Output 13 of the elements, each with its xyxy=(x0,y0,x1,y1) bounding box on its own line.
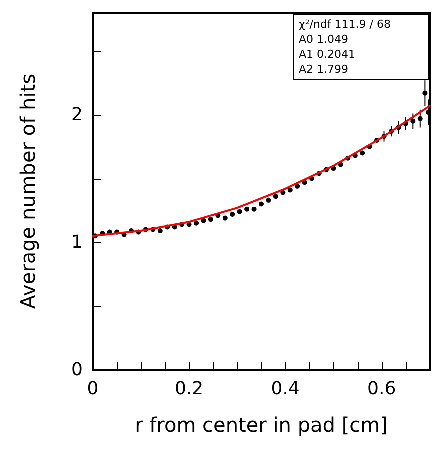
annotation: A0 1.049 xyxy=(298,32,350,47)
y-tick-label: 1 xyxy=(72,232,83,253)
annotation: A2 1.799 xyxy=(298,62,350,77)
annotation: χ²/ndf 111.9 / 68 xyxy=(298,17,392,32)
x-tick-label: 0.4 xyxy=(271,378,300,400)
annotation: A1 0.2041 xyxy=(298,47,357,62)
y-tick-label: 0 xyxy=(72,360,83,380)
y-tick-label: 2 xyxy=(72,104,83,126)
x-axis-title: r from center in pad [cm] xyxy=(135,413,388,437)
y-axis-title: Average number of hits xyxy=(16,74,40,310)
x-tick-label: 0 xyxy=(87,378,99,400)
x-tick-label: 0.6 xyxy=(368,378,396,400)
x-tick-label: 0.2 xyxy=(174,378,204,400)
